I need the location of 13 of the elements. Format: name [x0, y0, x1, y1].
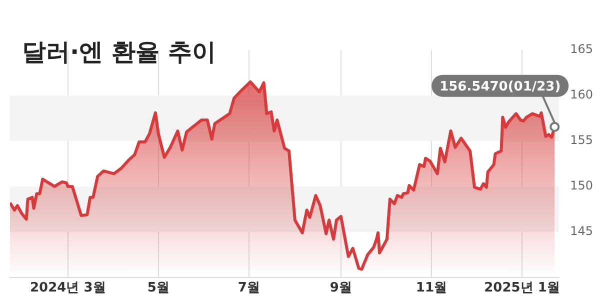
- x-tick-label: 5월: [147, 280, 170, 296]
- x-tick-label: 2025년 1월: [484, 280, 560, 296]
- x-tick-label: 7월: [238, 280, 260, 296]
- chart-title: 달러·엔 환율 추이: [22, 37, 216, 68]
- x-tick-label: 9월: [330, 280, 352, 296]
- x-tick-label: 2024년 3월: [30, 280, 106, 296]
- x-tick-label: 11월: [416, 280, 448, 296]
- y-tick-label: 150: [570, 178, 593, 193]
- y-tick-label: 165: [570, 42, 593, 56]
- y-tick-label: 155: [570, 133, 593, 148]
- y-tick-label: 145: [570, 224, 593, 238]
- y-tick-label: 160: [570, 88, 593, 102]
- annotation: 156.5470(01/23): [440, 79, 561, 94]
